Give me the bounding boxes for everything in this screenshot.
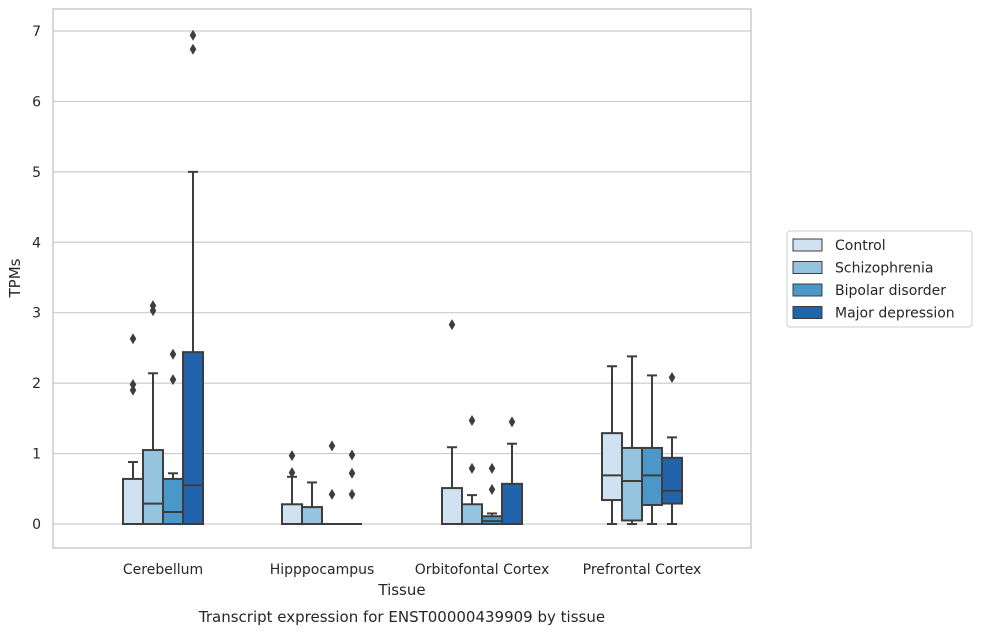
box-body [661, 456, 683, 505]
outlier-point [468, 462, 476, 474]
x-tick-label: Orbitofontal Cortex [415, 562, 550, 578]
outlier-point [189, 43, 197, 55]
outlier-point [129, 379, 137, 391]
y-axis-label: TPMs [6, 258, 24, 298]
outlier-point [348, 467, 356, 479]
y-tick-label: 4 [32, 235, 41, 251]
box-body [481, 515, 503, 525]
box-group [322, 440, 342, 525]
y-tick-label: 6 [32, 94, 41, 110]
outlier-point [169, 374, 177, 386]
box-group [501, 416, 523, 525]
outlier-point [328, 440, 336, 452]
box-group [342, 449, 362, 525]
legend-swatch [792, 238, 823, 252]
box-body [621, 446, 643, 522]
outlier-point [668, 372, 676, 384]
box-body [122, 477, 144, 526]
outlier-point [348, 449, 356, 461]
box-body [162, 477, 184, 526]
outlier-point [468, 414, 476, 426]
outlier-point [348, 488, 356, 500]
outlier-point [149, 300, 157, 312]
legend-frame [786, 230, 973, 328]
outlier-point [129, 333, 137, 345]
y-tick-label: 1 [32, 447, 41, 463]
box-group [301, 481, 323, 526]
box-group [641, 374, 663, 525]
outlier-point [288, 467, 296, 479]
legend-entry-label: Schizophrenia [835, 261, 933, 277]
legend-swatch [792, 261, 823, 274]
outlier-point [488, 483, 496, 495]
box-body [461, 503, 483, 526]
y-tick-label: 2 [32, 376, 41, 392]
box-body [501, 482, 523, 525]
x-axis-label: Tissue [377, 581, 425, 599]
legend: Control Schizophrenia Bipolar disorder Majo… [786, 230, 973, 328]
outlier-point [328, 488, 336, 500]
x-tick-label: Cerebellum [123, 562, 203, 578]
outlier-point [189, 29, 197, 41]
box-group [661, 372, 683, 525]
box-series [122, 29, 683, 526]
box-body [441, 487, 463, 525]
x-tick-label: Hipppocampus [270, 562, 375, 578]
box-group [182, 29, 204, 525]
legend-entry-label: Major depression [835, 306, 955, 322]
box-group [461, 414, 483, 526]
x-tick-labels: Cerebellum Hipppocampus Orbitofontal Corte… [123, 562, 701, 578]
chart-caption: Transcript expression for ENST0000043990… [198, 608, 605, 626]
outlier-point [448, 319, 456, 331]
outlier-point [288, 450, 296, 462]
outlier-point [508, 416, 516, 428]
box-body [301, 506, 323, 526]
y-tick-labels: 0 1 2 3 4 5 6 7 [32, 24, 41, 533]
y-tick-label: 5 [32, 165, 41, 181]
outlier-point [129, 384, 137, 396]
y-tick-label: 0 [32, 517, 41, 533]
x-tick-label: Prefrontal Cortex [583, 562, 702, 578]
box-body [641, 446, 663, 506]
box-body [281, 503, 303, 526]
outlier-point [169, 348, 177, 360]
legend-entry-label: Bipolar disorder [835, 283, 946, 299]
y-tick-label: 7 [32, 24, 41, 40]
box-body [601, 432, 623, 502]
legend-entry-label: Control [835, 238, 886, 254]
legend-swatch [792, 283, 823, 297]
legend-swatch [792, 306, 823, 319]
box-body [142, 449, 164, 525]
box-group [142, 300, 164, 525]
box-group [441, 319, 463, 525]
box-group [122, 333, 144, 526]
plot-frame [52, 8, 752, 549]
outlier-point [488, 462, 496, 474]
y-tick-label: 3 [32, 306, 41, 322]
box-body [182, 351, 204, 525]
